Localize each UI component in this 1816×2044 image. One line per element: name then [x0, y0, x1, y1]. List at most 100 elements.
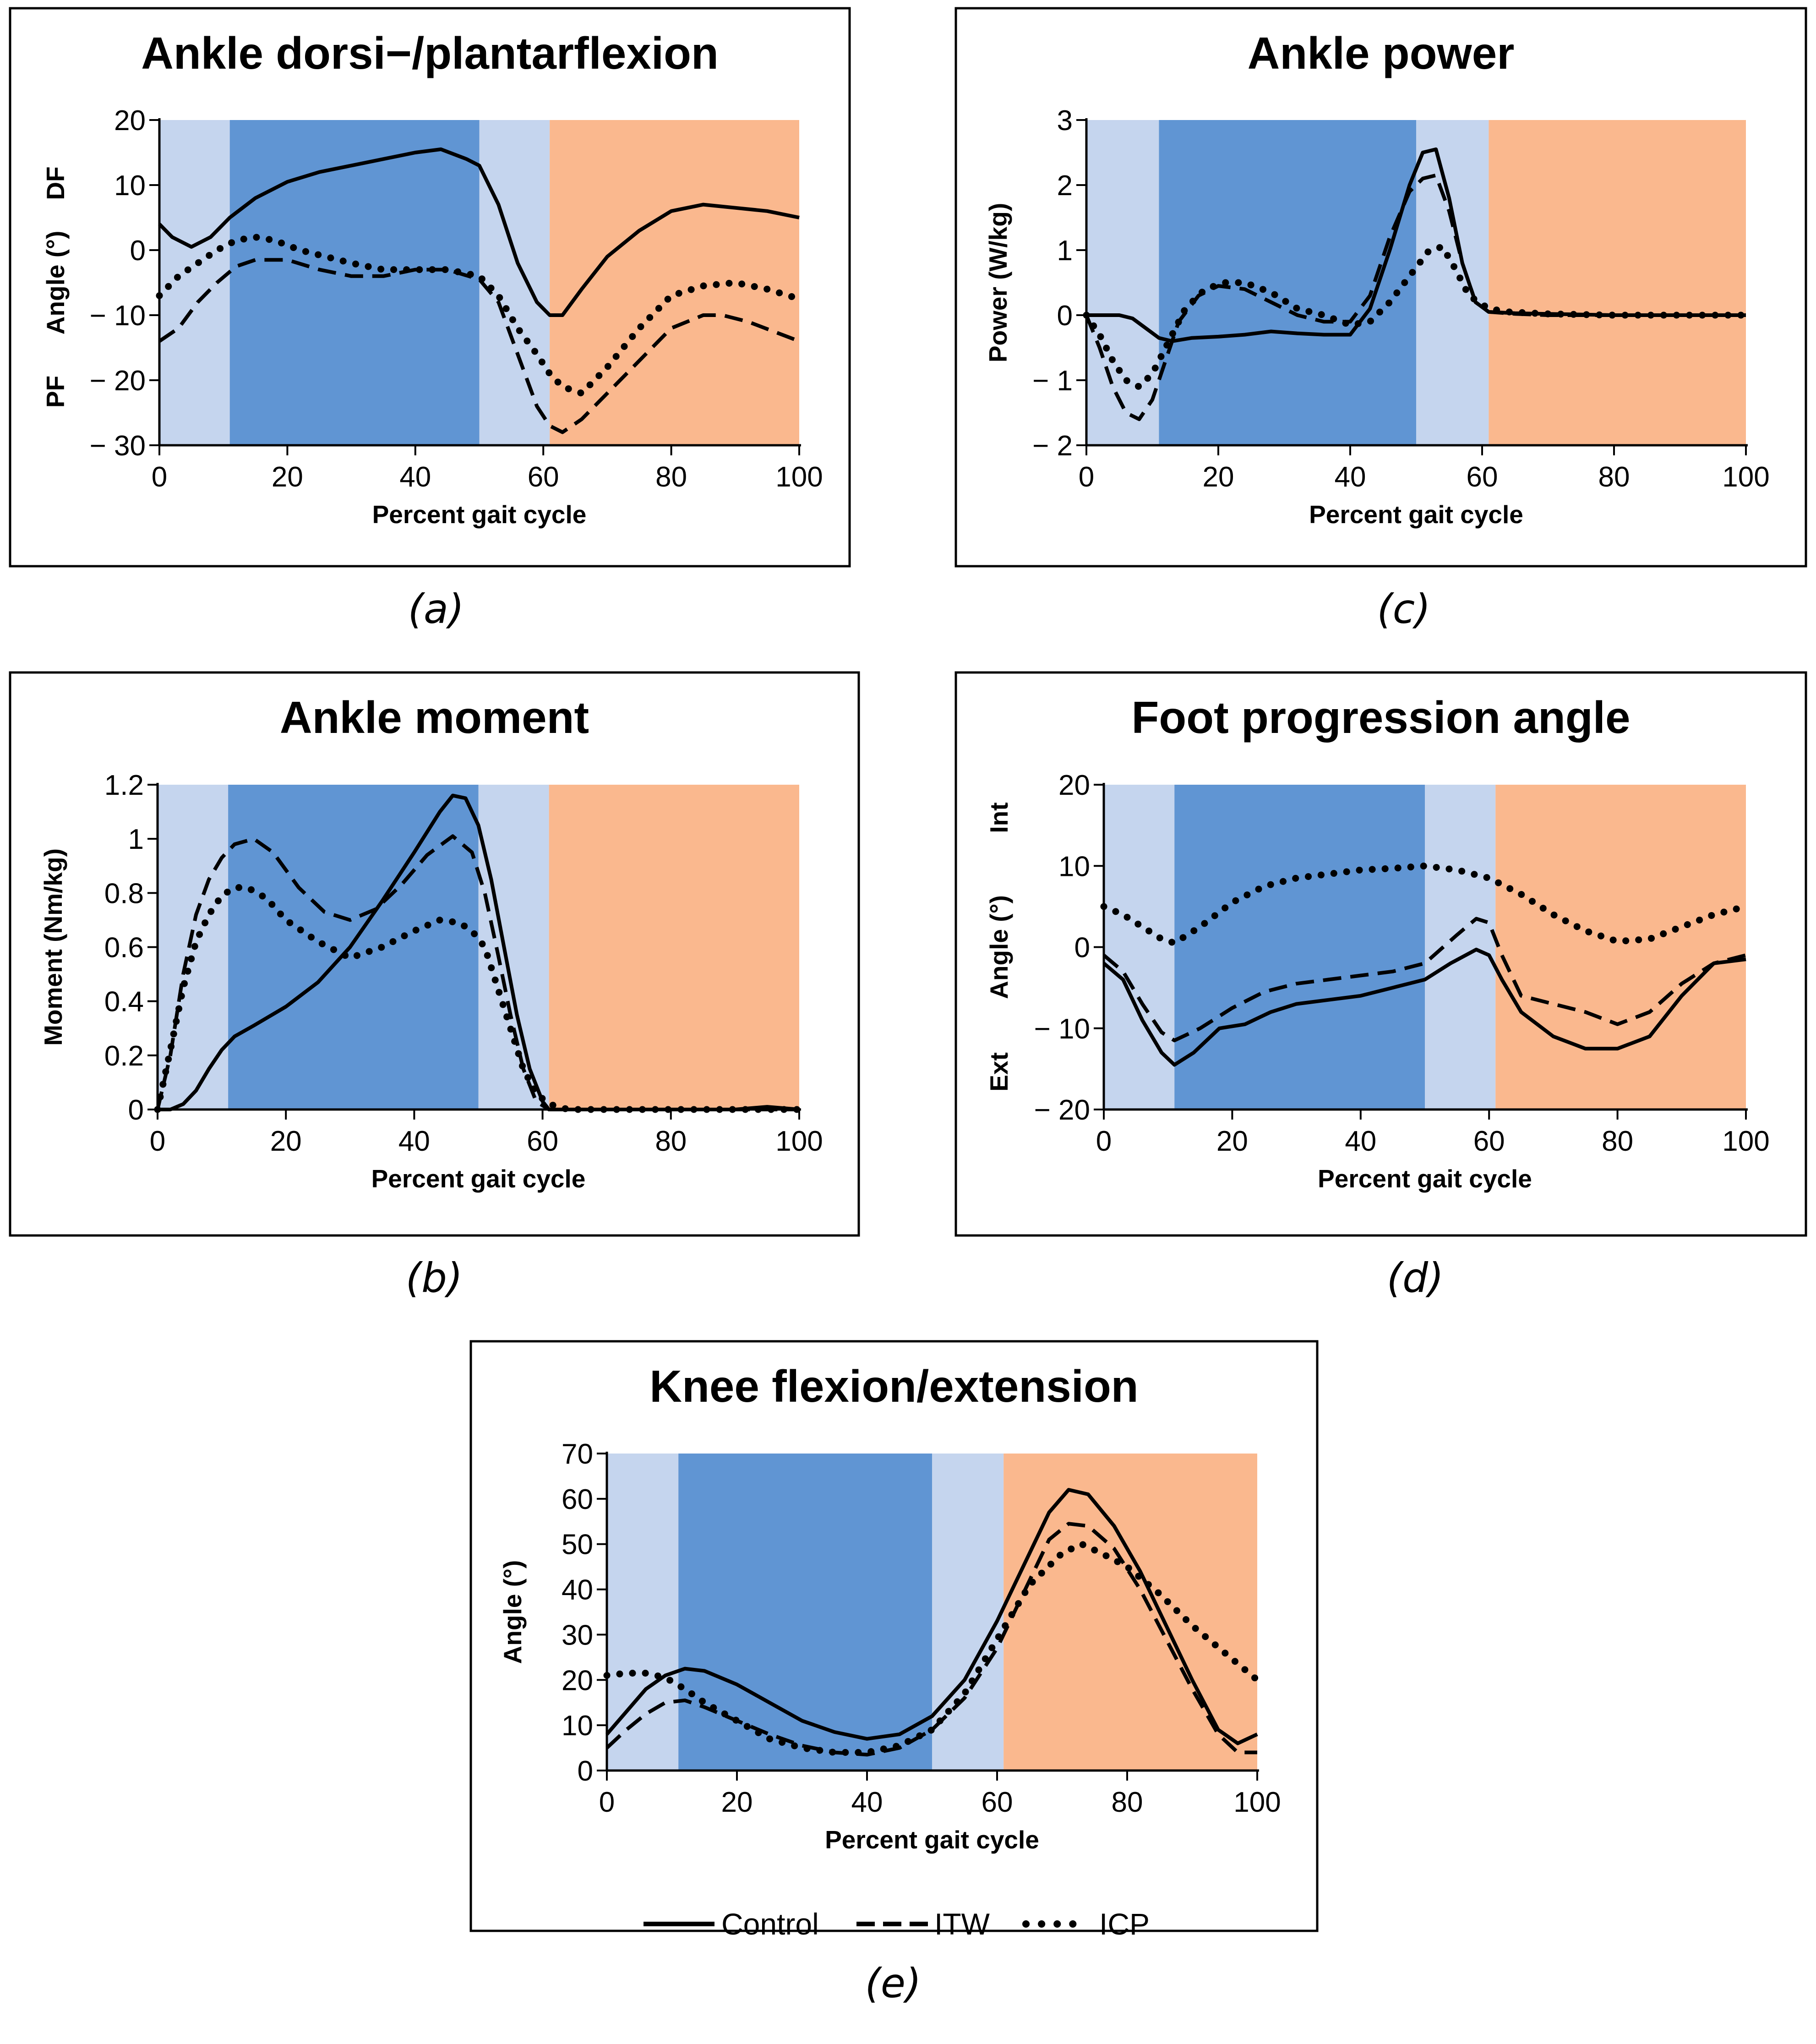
- phase-band: [1003, 1454, 1257, 1771]
- chart-title: Ankle dorsi−/plantarflexion: [141, 28, 719, 78]
- x-tick-label: 40: [398, 1126, 430, 1157]
- phase-band: [229, 120, 480, 445]
- x-tick-label: 20: [272, 461, 303, 493]
- x-tick-label: 20: [1203, 461, 1234, 493]
- x-tick-label: 60: [528, 461, 559, 493]
- panel-frame: [954, 671, 1807, 1237]
- x-tick-label: 40: [1345, 1126, 1376, 1157]
- phase-band: [1416, 120, 1489, 445]
- x-tick-label: 0: [599, 1787, 615, 1818]
- y-axis-label-top: Int: [985, 802, 1013, 833]
- y-axis-label: Power (W/kg): [984, 203, 1012, 362]
- legend-label: Control: [721, 1907, 819, 1941]
- panel-frame: [9, 7, 851, 568]
- phase-band: [1489, 120, 1746, 445]
- chart-title: Ankle moment: [280, 692, 589, 743]
- y-tick-label: 1: [1057, 235, 1073, 267]
- y-tick-label: 60: [562, 1484, 593, 1515]
- y-axis-label-bottom: PF: [41, 376, 70, 408]
- y-tick-label: 10: [114, 170, 146, 202]
- panel-caption: (a): [408, 585, 464, 633]
- x-tick-label: 100: [1722, 1126, 1769, 1157]
- phase-band: [1104, 785, 1175, 1109]
- x-tick-label: 100: [1722, 461, 1769, 493]
- y-tick-label: 0: [130, 235, 146, 267]
- x-axis-label: Percent gait cycle: [825, 1825, 1039, 1854]
- panel-caption: (d): [1387, 1254, 1444, 1301]
- x-tick-label: 40: [1335, 461, 1366, 493]
- y-tick-label: 1: [128, 824, 144, 855]
- panel-frame: [469, 1340, 1319, 1932]
- panel-caption: (c): [1377, 585, 1430, 633]
- series-line-itw: [1102, 917, 1746, 1043]
- y-tick-label: 30: [562, 1619, 593, 1651]
- phase-band: [1495, 785, 1746, 1109]
- phase-band: [1425, 785, 1496, 1109]
- phase-band: [932, 1454, 1004, 1771]
- chart-title: Ankle power: [1248, 28, 1515, 78]
- x-tick-label: 40: [399, 461, 431, 493]
- y-tick-label: 50: [562, 1529, 593, 1561]
- y-tick-label: 3: [1057, 105, 1073, 137]
- x-tick-label: 60: [527, 1126, 558, 1157]
- x-tick-label: 60: [1467, 461, 1498, 493]
- series-line-icp: [1100, 862, 1750, 947]
- y-tick-label: − 1: [1032, 365, 1073, 397]
- x-tick-label: 80: [1112, 1787, 1143, 1818]
- y-tick-label: 40: [562, 1574, 593, 1606]
- phase-band: [550, 120, 799, 445]
- panel-caption: (b): [406, 1254, 463, 1301]
- x-tick-label: 0: [1079, 461, 1094, 493]
- x-tick-label: 0: [150, 1126, 165, 1157]
- y-tick-label: 10: [562, 1710, 593, 1742]
- x-axis-label: Percent gait cycle: [1318, 1164, 1532, 1193]
- phase-band: [228, 785, 479, 1109]
- x-tick-label: 80: [1602, 1126, 1633, 1157]
- y-tick-label: 20: [114, 105, 146, 137]
- legend: Control ITW ICP: [644, 1907, 1150, 1941]
- series-line-icp: [154, 884, 803, 1113]
- chart-title: Knee flexion/extension: [649, 1361, 1138, 1411]
- series-line-control: [158, 793, 800, 1111]
- x-tick-label: 80: [655, 1126, 687, 1157]
- y-axis-label: Angle (°): [985, 895, 1013, 999]
- x-tick-label: 80: [1598, 461, 1630, 493]
- x-tick-label: 20: [270, 1126, 302, 1157]
- phase-band: [1086, 120, 1159, 445]
- series-line-control: [1102, 947, 1746, 1067]
- y-axis-label: Angle (°): [498, 1560, 527, 1664]
- y-tick-label: 20: [562, 1665, 593, 1696]
- series-line-itw: [158, 258, 800, 434]
- x-tick-label: 100: [1233, 1787, 1281, 1818]
- y-tick-label: 0.6: [104, 932, 144, 964]
- x-tick-label: 40: [851, 1787, 883, 1818]
- phase-band: [678, 1454, 932, 1771]
- series-line-control: [605, 1488, 1258, 1745]
- x-tick-label: 60: [982, 1787, 1013, 1818]
- y-tick-label: 0.4: [104, 986, 144, 1018]
- y-tick-label: − 10: [90, 300, 146, 332]
- y-tick-label: − 2: [1032, 430, 1073, 462]
- x-tick-label: 0: [1096, 1126, 1112, 1157]
- chart-title: Foot progression angle: [1132, 692, 1631, 743]
- series-line-icp: [603, 1541, 1261, 1756]
- y-tick-label: 0.2: [104, 1040, 144, 1072]
- y-tick-label: 0: [1074, 932, 1090, 964]
- y-tick-label: − 30: [90, 430, 146, 462]
- phase-band: [1174, 785, 1425, 1109]
- y-axis-label: Moment (Nm/kg): [39, 848, 67, 1046]
- y-tick-label: 0: [1057, 300, 1073, 332]
- legend-label: ITW: [934, 1907, 990, 1941]
- x-axis-label: Percent gait cycle: [1309, 500, 1523, 529]
- x-tick-label: 60: [1473, 1126, 1505, 1157]
- x-tick-label: 100: [775, 461, 823, 493]
- y-tick-label: − 20: [90, 365, 146, 397]
- y-tick-label: − 20: [1034, 1094, 1090, 1126]
- y-axis-label-bottom: Ext: [985, 1052, 1013, 1092]
- y-tick-label: 2: [1057, 170, 1073, 202]
- panel-b: Ankle moment 1.2 1 0.8 0.6 0.4 0.2 00 20 40 60 80 10…: [9, 671, 860, 1301]
